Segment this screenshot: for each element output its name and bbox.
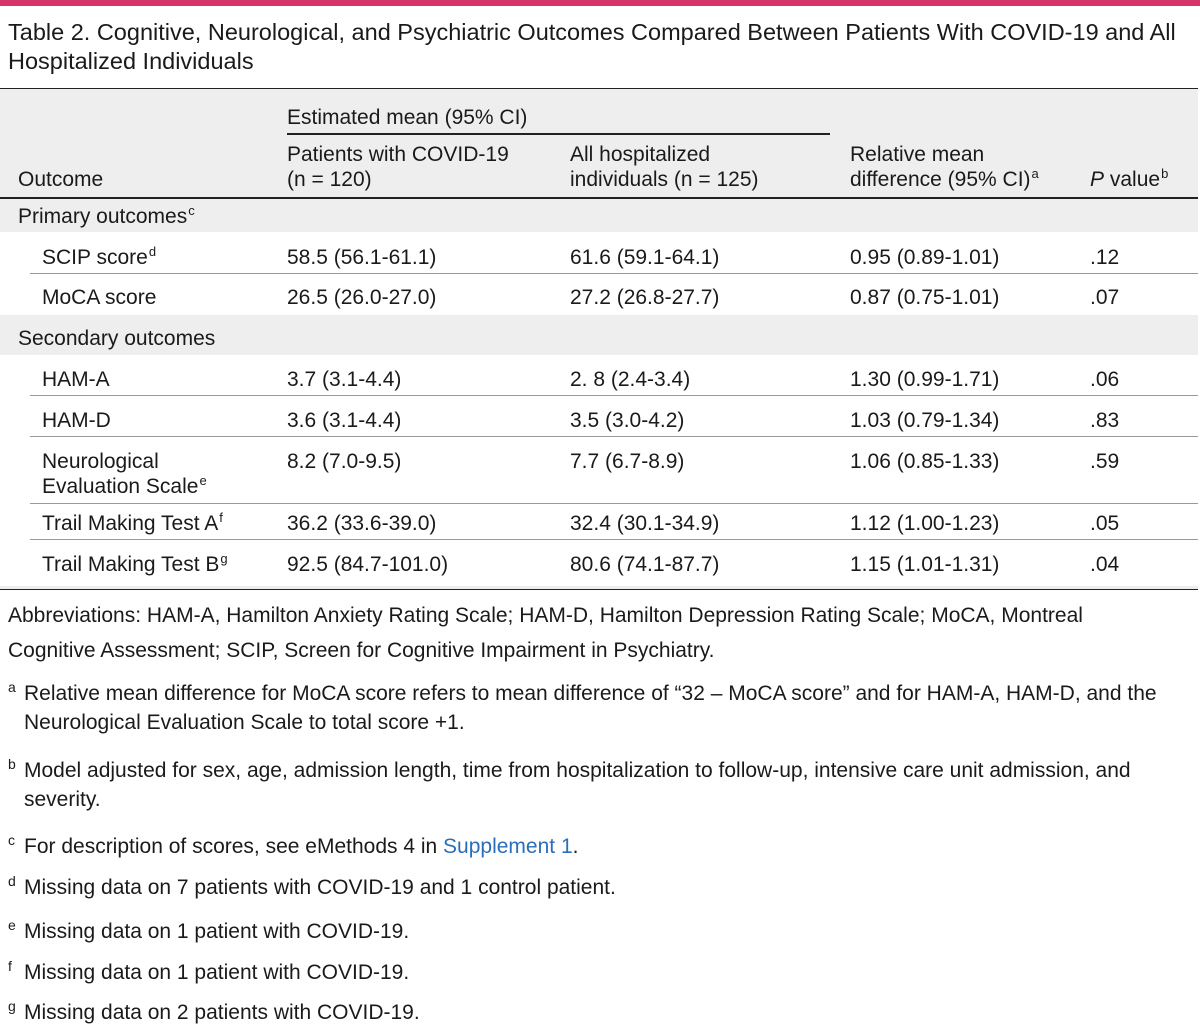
header-col-covid-line2: (n = 120) xyxy=(287,168,372,191)
row-hosp: 3.5 (3.0-4.2) xyxy=(570,409,685,432)
row-hosp: 27.2 (26.8-27.7) xyxy=(570,286,720,309)
abbreviations-line1: Abbreviations: HAM-A, Hamilton Anxiety R… xyxy=(8,604,1083,627)
row-divider xyxy=(30,395,1198,396)
row-p: .04 xyxy=(1090,553,1120,576)
row-name: Trail Making Test Bg xyxy=(42,551,228,576)
footnote-b: b Model adjusted for sex, age, admission… xyxy=(8,756,1131,811)
row-divider xyxy=(30,273,1198,274)
row-covid: 3.7 (3.1-4.4) xyxy=(287,368,402,391)
row-covid: 3.6 (3.1-4.4) xyxy=(287,409,402,432)
row-name: SCIP scored xyxy=(42,244,157,269)
row-p: .07 xyxy=(1090,286,1120,309)
row-covid: 8.2 (7.0-9.5) xyxy=(287,450,402,473)
row-rmd: 0.87 (0.75-1.01) xyxy=(850,286,1000,309)
top-accent-rule xyxy=(0,0,1200,6)
footnote-e: e Missing data on 1 patient with COVID-1… xyxy=(8,917,410,943)
row-name: HAM-D xyxy=(42,409,111,432)
footnote-d: d Missing data on 7 patients with COVID-… xyxy=(8,873,616,899)
row-divider xyxy=(30,503,1198,504)
row-name: HAM-A xyxy=(42,368,110,391)
footnote-a: a Relative mean difference for MoCA scor… xyxy=(8,679,1157,734)
row-divider xyxy=(30,539,1198,540)
row-divider xyxy=(30,436,1198,437)
row-rmd: 1.12 (1.00-1.23) xyxy=(850,512,1000,535)
row-rmd: 0.95 (0.89-1.01) xyxy=(850,246,1000,269)
row-rmd: 1.06 (0.85-1.33) xyxy=(850,450,1000,473)
header-group-rule xyxy=(287,133,830,135)
row-hosp: 32.4 (30.1-34.9) xyxy=(570,512,720,535)
row-hosp: 7.7 (6.7-8.9) xyxy=(570,450,685,473)
row-hosp: 61.6 (59.1-64.1) xyxy=(570,246,720,269)
row-hosp: 2. 8 (2.4-3.4) xyxy=(570,368,691,391)
row-covid: 26.5 (26.0-27.0) xyxy=(287,286,437,309)
header-col-outcome: Outcome xyxy=(18,168,104,191)
row-covid: 36.2 (33.6-39.0) xyxy=(287,512,437,535)
row-covid: 92.5 (84.7-101.0) xyxy=(287,553,449,576)
header-col-hosp-line1: All hospitalized xyxy=(570,143,711,166)
secondary-rows-band xyxy=(0,355,1198,586)
outcomes-table: Estimated mean (95% CI) Patients with CO… xyxy=(0,88,1198,590)
row-p: .59 xyxy=(1090,450,1120,473)
row-rmd: 1.15 (1.01-1.31) xyxy=(850,553,1000,576)
abbreviations-line2: Cognitive Assessment; SCIP, Screen for C… xyxy=(8,639,715,662)
footnote-f: f Missing data on 1 patient with COVID-1… xyxy=(8,958,410,984)
section-secondary-outcomes: Secondary outcomes xyxy=(18,327,216,350)
header-col-p-value: P valueb xyxy=(1090,166,1169,191)
row-p: .83 xyxy=(1090,409,1120,432)
header-bottom-rule xyxy=(0,197,1198,199)
header-col-covid-line1: Patients with COVID-19 xyxy=(287,143,509,166)
footnote-c: c For description of scores, see eMethod… xyxy=(8,832,579,858)
row-p: .05 xyxy=(1090,512,1120,535)
header-col-rmd-line2: difference (95% CI)a xyxy=(850,166,1039,191)
header-group-label: Estimated mean (95% CI) xyxy=(287,106,528,129)
section-primary-outcomes: Primary outcomesc xyxy=(18,203,195,228)
supplement-link[interactable]: Supplement 1 xyxy=(443,835,573,858)
table-title: Table 2. Cognitive, Neurological, and Ps… xyxy=(8,19,1176,74)
row-name: MoCA score xyxy=(42,286,157,309)
row-rmd: 1.30 (0.99-1.71) xyxy=(850,368,1000,391)
header-col-hosp-line2: individuals (n = 125) xyxy=(570,168,759,191)
row-p: .12 xyxy=(1090,246,1120,269)
row-name-line1: Neurological xyxy=(42,450,159,473)
row-rmd: 1.03 (0.79-1.34) xyxy=(850,409,1000,432)
footnote-g: g Missing data on 2 patients with COVID-… xyxy=(8,998,420,1024)
row-name-line2: Evaluation Scalee xyxy=(42,473,207,498)
row-name: Trail Making Test Af xyxy=(42,510,223,535)
row-covid: 58.5 (56.1-61.1) xyxy=(287,246,437,269)
row-p: .06 xyxy=(1090,368,1120,391)
row-hosp: 80.6 (74.1-87.7) xyxy=(570,553,720,576)
header-col-rmd-line1: Relative mean xyxy=(850,143,985,166)
